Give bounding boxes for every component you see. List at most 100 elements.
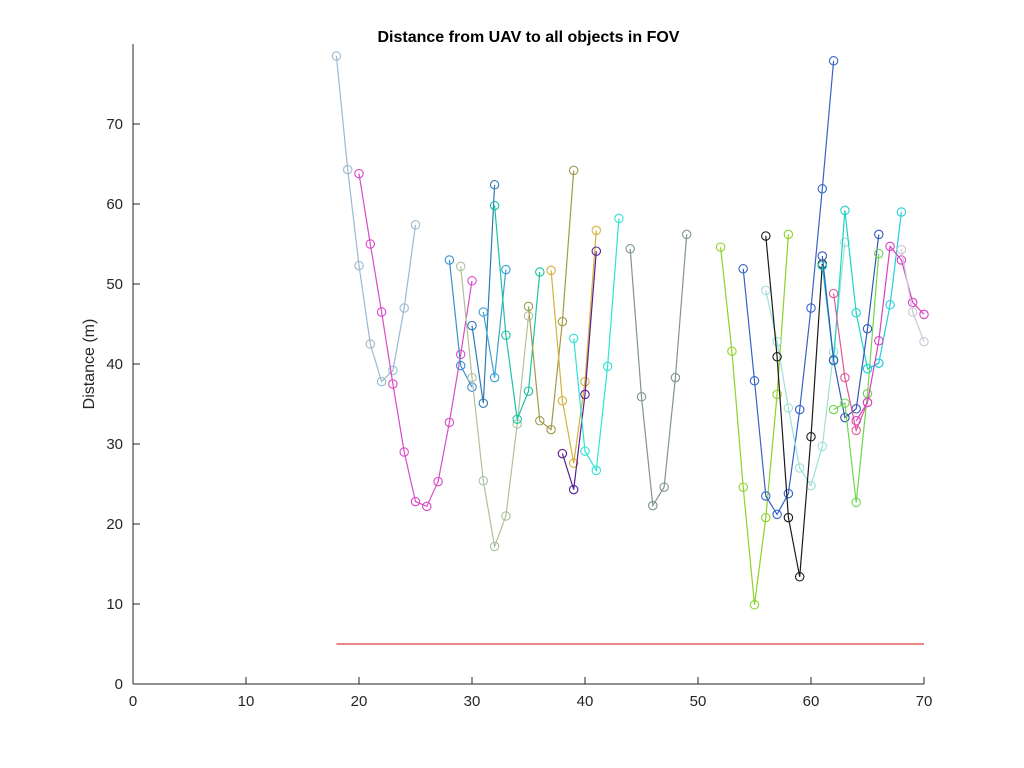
data-point: [896, 244, 907, 255]
series-line: [742, 60, 835, 516]
data-point: [501, 511, 511, 521]
data-point: [783, 403, 794, 413]
series-8: [523, 165, 579, 435]
series-21: [862, 207, 907, 374]
series-line: [855, 244, 925, 422]
data-point: [851, 308, 861, 318]
data-point: [568, 165, 579, 176]
data-point: [489, 200, 500, 211]
series-line: [335, 55, 417, 383]
data-point: [840, 372, 850, 383]
data-point: [851, 497, 861, 508]
series-line: [765, 235, 823, 577]
data-point: [365, 239, 376, 249]
data-point: [840, 398, 850, 408]
data-point: [580, 389, 590, 400]
data-point: [410, 220, 421, 230]
chart-title: Distance from UAV to all objects in FOV: [378, 29, 680, 46]
data-point: [444, 417, 455, 428]
data-point: [896, 207, 907, 217]
data-point: [399, 447, 409, 457]
data-point: [354, 168, 364, 179]
series-9: [546, 225, 602, 468]
data-point: [783, 229, 794, 240]
data-point: [896, 255, 907, 265]
data-point: [591, 225, 602, 236]
data-point: [670, 372, 681, 383]
data-point: [444, 255, 455, 265]
data-point: [794, 572, 805, 582]
data-point: [331, 51, 342, 61]
data-point: [851, 425, 861, 436]
data-point: [535, 267, 545, 277]
data-point: [365, 339, 376, 349]
data-point: [840, 237, 850, 248]
series-line: [550, 230, 597, 464]
series-layer: [331, 51, 929, 645]
data-point: [907, 307, 918, 317]
plot-background: [133, 44, 924, 684]
data-point: [840, 205, 850, 216]
data-point: [580, 376, 590, 387]
data-point: [580, 446, 590, 456]
series-line: [821, 234, 880, 419]
series-line: [867, 211, 902, 370]
data-point: [388, 365, 398, 376]
data-point: [772, 352, 782, 362]
series-20: [828, 248, 884, 508]
plot-area: [133, 44, 924, 684]
data-point: [772, 389, 782, 400]
series-line: [494, 205, 541, 422]
data-point: [874, 336, 884, 346]
data-point: [749, 376, 760, 386]
data-point: [388, 379, 398, 389]
data-point: [455, 360, 466, 371]
series-7: [489, 200, 545, 424]
data-point: [535, 416, 545, 426]
series-line: [358, 173, 473, 508]
x-tick-label: 60: [803, 693, 820, 710]
series-line: [720, 234, 789, 605]
series-2: [354, 168, 477, 512]
data-point: [467, 320, 477, 331]
series-11: [568, 213, 624, 476]
data-point: [489, 541, 500, 552]
data-point: [828, 288, 839, 299]
data-point: [749, 600, 760, 610]
data-point: [715, 242, 726, 252]
data-point: [455, 261, 466, 272]
data-point: [489, 372, 500, 383]
series-line: [629, 234, 688, 508]
data-point: [342, 164, 353, 175]
series-line: [573, 218, 620, 473]
series-5: [467, 180, 500, 408]
data-point: [501, 264, 511, 275]
data-point: [523, 386, 534, 396]
data-point: [817, 184, 828, 194]
data-point: [478, 307, 489, 317]
series-line: [471, 184, 496, 404]
data-point: [783, 512, 794, 523]
data-point: [546, 424, 556, 435]
series-line: [460, 266, 530, 549]
data-point: [557, 448, 568, 459]
y-tick-label: 50: [106, 276, 123, 293]
data-point: [591, 246, 602, 256]
data-point: [354, 260, 364, 271]
x-tick-label: 10: [238, 693, 255, 710]
data-point: [828, 56, 839, 66]
data-point: [919, 309, 929, 320]
data-point: [772, 509, 782, 520]
data-point: [489, 180, 500, 190]
data-point: [478, 476, 489, 486]
data-point: [806, 303, 816, 313]
data-point: [433, 476, 443, 487]
data-point: [422, 501, 432, 512]
data-point: [828, 404, 839, 415]
y-tick-label: 20: [106, 516, 123, 533]
series-13: [715, 229, 794, 610]
data-point: [557, 316, 568, 327]
data-point: [455, 349, 466, 360]
data-point: [919, 336, 929, 347]
